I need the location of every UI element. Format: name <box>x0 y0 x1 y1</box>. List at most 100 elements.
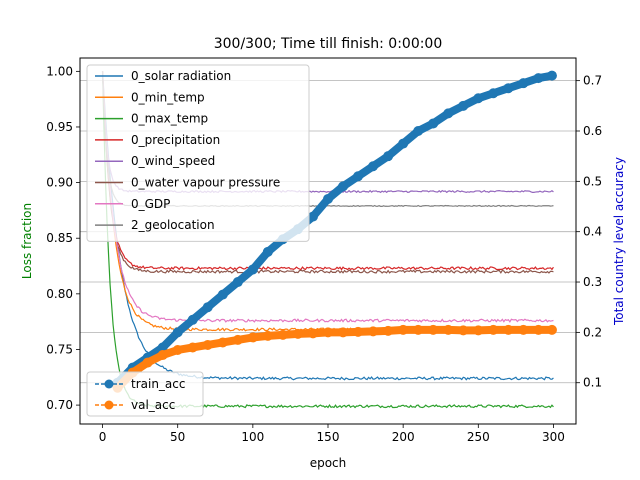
legend-entry-0-gdp: 0_GDP <box>131 197 170 211</box>
acc-point-train-acc <box>202 302 213 313</box>
acc-point-val-acc <box>533 324 544 335</box>
x-tick-label: 200 <box>392 430 415 444</box>
legend-entry-0-water-vapour-pressure: 0_water vapour pressure <box>131 176 280 190</box>
legend-marker-val-acc <box>104 400 114 410</box>
acc-point-val-acc <box>277 329 288 340</box>
left-tick-label: 0.70 <box>46 398 73 412</box>
acc-point-val-acc <box>232 334 243 345</box>
legend-entry-0-precipitation: 0_precipitation <box>131 133 220 147</box>
acc-point-train-acc <box>368 161 379 172</box>
acc-point-train-acc <box>353 171 364 182</box>
acc-point-train-acc <box>518 78 529 89</box>
x-axis-ticks: 0 50 100 150 200 250 300 <box>99 424 565 444</box>
chart-title: 300/300; Time till finish: 0:00:00 <box>214 36 443 52</box>
acc-point-val-acc <box>413 324 424 335</box>
acc-point-train-acc <box>262 246 273 257</box>
accuracy-legend: train_acc val_acc <box>86 371 204 417</box>
acc-point-train-acc <box>458 100 469 111</box>
acc-point-val-acc <box>292 328 303 339</box>
acc-point-train-acc <box>488 88 499 99</box>
left-axis-ticks: 0.70 0.75 0.80 0.85 0.90 0.95 1.00 <box>46 64 80 412</box>
x-axis-label: epoch <box>310 456 347 470</box>
acc-point-train-acc <box>323 193 333 204</box>
x-tick-label: 50 <box>170 430 185 444</box>
acc-point-val-acc <box>398 324 409 335</box>
legend-marker-train-acc <box>104 379 114 389</box>
right-tick-label: 0.1 <box>583 376 602 390</box>
acc-point-val-acc <box>247 332 258 343</box>
acc-point-val-acc <box>307 328 318 339</box>
x-tick-label: 300 <box>542 430 565 444</box>
x-tick-label: 250 <box>467 430 490 444</box>
acc-point-val-acc <box>142 357 153 368</box>
right-tick-label: 0.4 <box>583 225 602 239</box>
left-tick-label: 0.90 <box>46 176 73 190</box>
acc-series-val-acc <box>112 324 557 393</box>
acc-point-val-acc <box>353 326 364 337</box>
acc-point-val-acc <box>338 327 349 338</box>
right-axis-label: Total country level accuracy <box>612 157 626 326</box>
left-tick-label: 1.00 <box>46 64 73 78</box>
right-tick-label: 0.6 <box>583 124 602 138</box>
acc-point-train-acc <box>533 73 544 84</box>
acc-point-train-acc <box>307 211 318 222</box>
acc-point-train-acc <box>428 118 439 129</box>
acc-point-train-acc <box>546 70 557 81</box>
acc-point-val-acc <box>458 325 469 336</box>
acc-point-train-acc <box>413 125 424 136</box>
acc-point-val-acc <box>323 327 333 338</box>
acc-point-train-acc <box>187 314 198 325</box>
acc-point-val-acc <box>172 344 183 355</box>
acc-point-val-acc <box>383 325 394 336</box>
legend-entry-0-solar-radiation: 0_solar radiation <box>131 69 231 83</box>
acc-point-train-acc <box>232 277 243 288</box>
acc-point-val-acc <box>202 339 213 350</box>
right-tick-label: 0.7 <box>583 74 602 88</box>
acc-point-val-acc <box>488 324 499 335</box>
acc-point-val-acc <box>368 326 379 337</box>
right-tick-label: 0.3 <box>583 275 602 289</box>
legend-entry-0-min-temp: 0_min_temp <box>131 90 205 104</box>
right-axis-ticks: 0.1 0.2 0.3 0.4 0.5 0.6 0.7 <box>576 74 602 390</box>
loss-line-0-water-vapour-pressure <box>101 71 554 274</box>
left-tick-label: 0.95 <box>46 120 73 134</box>
left-tick-label: 0.75 <box>46 342 73 356</box>
acc-point-val-acc <box>503 324 514 335</box>
acc-point-val-acc <box>443 324 454 335</box>
acc-point-train-acc <box>443 108 454 119</box>
acc-point-val-acc <box>187 342 198 353</box>
x-tick-label: 0 <box>99 430 107 444</box>
acc-point-train-acc <box>172 327 183 338</box>
left-tick-label: 0.80 <box>46 287 73 301</box>
legend-entry-train-acc: train_acc <box>131 377 185 391</box>
acc-point-train-acc <box>217 289 228 300</box>
right-tick-label: 0.5 <box>583 174 602 188</box>
acc-point-train-acc <box>383 151 394 162</box>
x-tick-label: 100 <box>241 430 264 444</box>
loss-legend: 0_solar radiation 0_min_temp 0_max_temp 0_p… <box>86 64 310 242</box>
acc-point-train-acc <box>503 83 514 94</box>
loss-line-0-gdp <box>101 71 554 323</box>
legend-entry-2-geolocation: 2_geolocation <box>131 218 215 232</box>
legend-entry-0-max-temp: 0_max_temp <box>131 112 208 126</box>
acc-point-val-acc <box>428 324 439 335</box>
left-axis-label: Loss fraction <box>20 203 34 279</box>
acc-point-val-acc <box>157 350 168 361</box>
x-tick-label: 150 <box>317 430 340 444</box>
acc-point-val-acc <box>546 324 557 335</box>
acc-point-val-acc <box>518 324 529 335</box>
acc-point-train-acc <box>398 138 409 149</box>
acc-point-train-acc <box>247 264 258 275</box>
acc-point-train-acc <box>338 181 349 192</box>
acc-point-val-acc <box>473 325 484 336</box>
acc-point-val-acc <box>262 330 273 341</box>
right-tick-label: 0.2 <box>583 325 602 339</box>
loss-line-0-precipitation <box>101 71 554 271</box>
loss-legend-box <box>86 64 310 242</box>
legend-entry-val-acc: val_acc <box>131 398 175 412</box>
legend-entry-0-wind-speed: 0_wind_speed <box>131 154 215 168</box>
acc-point-train-acc <box>473 93 484 104</box>
left-tick-label: 0.85 <box>46 231 73 245</box>
acc-point-val-acc <box>217 337 228 348</box>
